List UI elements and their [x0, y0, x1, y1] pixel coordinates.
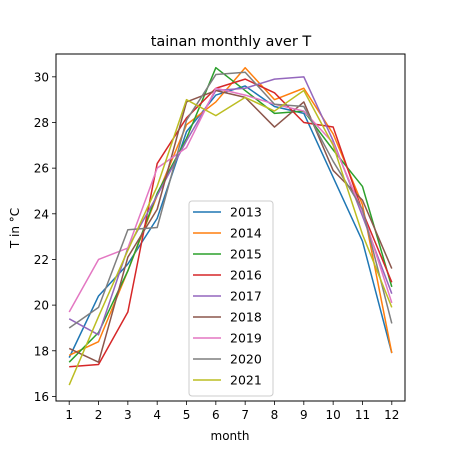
series-line-2018 — [68, 89, 393, 363]
legend: 2013 2014 2015 2016 2017 2018 2019 2020 2021 — [188, 200, 274, 397]
x-tick-label: 5 — [183, 408, 191, 422]
chart-title: tainan monthly aver T — [151, 34, 312, 50]
x-tick-label: 4 — [153, 408, 161, 422]
y-tick-label: 18 — [34, 344, 49, 358]
x-tick-label: 2 — [95, 408, 103, 422]
legend-label: 2013 — [230, 205, 262, 220]
legend-label: 2017 — [230, 289, 262, 304]
legend-label: 2014 — [230, 226, 262, 241]
legend-label: 2020 — [230, 352, 262, 367]
y-tick-label: 26 — [34, 162, 49, 176]
y-axis-label: T in °C — [8, 208, 22, 249]
y-tick-label: 16 — [34, 390, 49, 404]
x-tick-label: 12 — [384, 408, 399, 422]
x-tick-label: 1 — [65, 408, 73, 422]
x-tick-label: 11 — [355, 408, 370, 422]
legend-label: 2015 — [230, 247, 262, 262]
x-axis-label: month — [211, 429, 250, 443]
y-tick-label: 22 — [34, 253, 49, 267]
x-tick-label: 7 — [241, 408, 249, 422]
x-axis-ticks: 1 2 3 4 5 6 7 8 9 10 11 12 — [65, 401, 399, 422]
series-line-2016 — [69, 78, 393, 368]
plot-frame — [55, 53, 406, 402]
legend-label: 2019 — [230, 331, 262, 346]
y-tick-label: 28 — [34, 116, 49, 130]
series-line-2019 — [68, 87, 393, 313]
y-tick-label: 24 — [34, 207, 49, 221]
series-line-2021 — [68, 89, 393, 386]
legend-frame — [188, 200, 274, 397]
y-tick-label: 20 — [34, 299, 49, 313]
series-line-2013 — [68, 85, 393, 358]
series-line-2020 — [68, 71, 393, 329]
series-lines — [68, 66, 393, 386]
legend-label: 2018 — [230, 310, 262, 325]
x-tick-label: 6 — [212, 408, 220, 422]
y-tick-label: 30 — [34, 70, 49, 84]
x-tick-label: 10 — [326, 408, 341, 422]
y-axis-ticks: 16 18 20 22 24 26 28 30 — [34, 70, 56, 404]
legend-label: 2021 — [230, 373, 262, 388]
x-tick-label: 3 — [124, 408, 132, 422]
x-tick-label: 9 — [300, 408, 308, 422]
legend-label: 2016 — [230, 268, 262, 283]
x-tick-label: 8 — [271, 408, 279, 422]
